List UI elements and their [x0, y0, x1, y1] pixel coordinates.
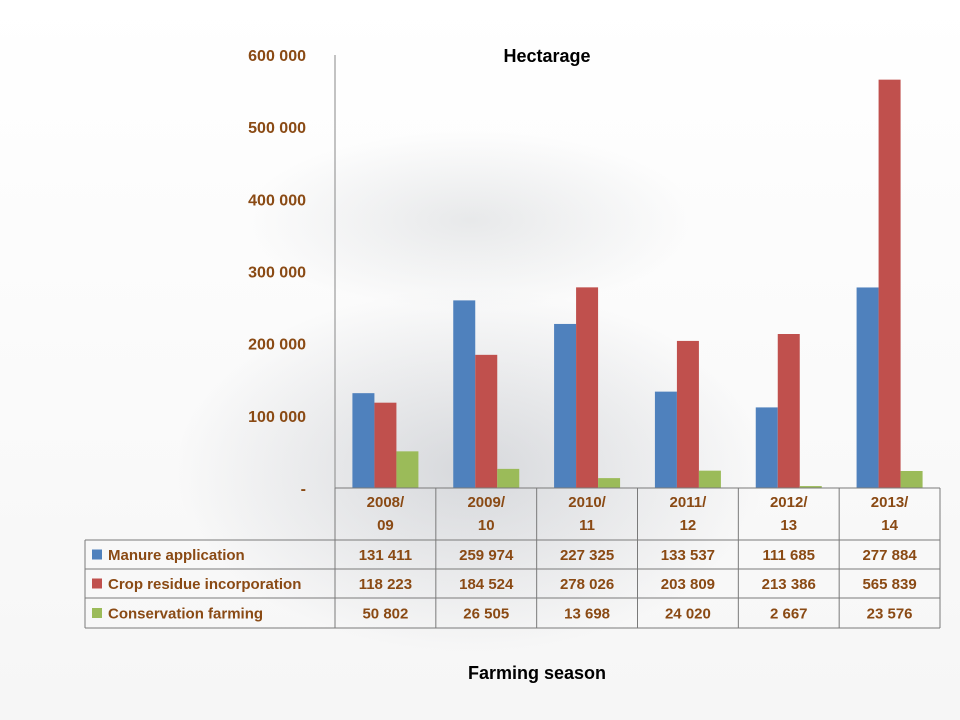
data-table-value: 50 802	[362, 606, 408, 623]
x-tick-label: 2010/	[568, 494, 606, 511]
y-axis: - 100 000 200 000 300 000 400 000 500 000 600 …	[248, 48, 336, 498]
x-tick-label: 11	[579, 517, 595, 534]
x-tick-label: 2009/	[467, 494, 505, 511]
data-table-value: 13 698	[564, 606, 610, 623]
y-tick-label: 200 000	[248, 337, 306, 354]
bar	[598, 478, 621, 488]
bar	[453, 300, 476, 488]
bar	[576, 287, 599, 488]
y-tick-label: 400 000	[248, 192, 306, 209]
bar	[799, 486, 822, 488]
y-tick-label: 600 000	[248, 48, 306, 65]
bar	[698, 470, 721, 488]
bar	[497, 468, 520, 488]
bar	[676, 340, 699, 488]
x-tick-label: 2008/	[367, 494, 405, 511]
y-tick-label: 500 000	[248, 120, 306, 137]
y-tick-label: 100 000	[248, 409, 306, 426]
legend-label: Crop residue incorporation	[108, 576, 301, 593]
x-tick-label: 2013/	[871, 494, 909, 511]
y-tick-label: 300 000	[248, 265, 306, 282]
y-tick-label: -	[301, 481, 306, 498]
x-tick-label: 13	[780, 517, 797, 534]
chart-title: Hectarage	[503, 46, 590, 66]
bar	[352, 393, 375, 488]
data-table-value: 277 884	[862, 547, 917, 564]
x-axis-title: Farming season	[468, 663, 606, 683]
legend-swatch	[92, 549, 102, 560]
data-table-value: 213 386	[762, 576, 816, 593]
data-table-value: 23 576	[867, 606, 913, 623]
bar	[475, 354, 498, 488]
legend-label: Conservation farming	[108, 606, 263, 623]
data-table-value: 24 020	[665, 606, 711, 623]
bar	[900, 470, 923, 488]
legend-swatch	[92, 608, 102, 618]
bar	[755, 407, 778, 488]
data-table-value: 278 026	[560, 576, 614, 593]
data-table-value: 565 839	[862, 576, 916, 593]
x-tick-label: 12	[680, 517, 697, 534]
data-table-value: 118 223	[359, 576, 412, 593]
data-table-value: 227 325	[560, 547, 614, 564]
bar	[374, 402, 397, 488]
bar	[396, 451, 419, 488]
x-tick-label: 09	[377, 517, 394, 534]
data-table-value: 133 537	[661, 547, 715, 564]
x-tick-label: 14	[881, 517, 898, 534]
bar-series-group	[352, 79, 923, 488]
bar	[554, 323, 577, 488]
bar	[654, 391, 677, 488]
data-table-value: 2 667	[770, 606, 808, 623]
x-tick-label: 2012/	[770, 494, 808, 511]
bar	[878, 79, 901, 488]
data-table-value: 184 524	[459, 576, 514, 593]
data-table-value: 259 974	[459, 547, 514, 564]
bar	[856, 287, 879, 488]
legend-swatch	[92, 578, 102, 589]
x-tick-label: 10	[478, 517, 495, 534]
data-table: 2008/09 2009/10 2010/11 2011/12 2012/13 2013/…	[84, 487, 941, 629]
data-table-value: 131 411	[359, 547, 412, 564]
bar	[777, 334, 800, 488]
data-table-value: 203 809	[661, 576, 715, 593]
x-tick-label: 2011/	[670, 494, 708, 511]
data-table-value: 111 685	[762, 547, 815, 564]
legend-label: Manure application	[108, 547, 245, 564]
data-table-value: 26 505	[463, 606, 509, 623]
